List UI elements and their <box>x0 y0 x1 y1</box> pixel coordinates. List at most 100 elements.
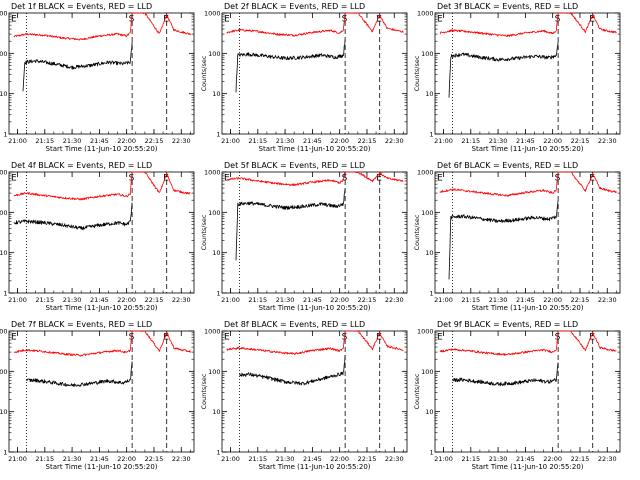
x-tick-label: 21:00 <box>434 137 453 145</box>
chart-panel: Det 4f BLACK = Events, RED = LLD 1 10 100 10… <box>0 161 195 312</box>
x-tick-label: 22:00 <box>330 455 349 463</box>
y-tick-label: 10 <box>425 90 433 98</box>
x-tick-label: 22:30 <box>172 455 191 463</box>
x-tick-label: 21:45 <box>516 137 535 145</box>
y-tick-label: 100 <box>208 50 220 58</box>
chart-panel: Det 5f BLACK = Events, RED = LLD 1 10 100 10… <box>200 161 408 312</box>
x-tick-label: 21:30 <box>276 455 295 463</box>
x-tick-label: 21:15 <box>461 296 480 304</box>
x-tick-label: 21:45 <box>516 296 535 304</box>
plot-frame <box>8 330 195 453</box>
y-tick-label: 1 <box>3 290 7 298</box>
chart-panel: Det 3f BLACK = Events, RED = LLD 1 10 100 10… <box>413 2 621 153</box>
event-marker-label: E <box>437 15 443 25</box>
y-tick-label: 100 <box>0 209 8 217</box>
event-marker-label: E <box>376 174 382 184</box>
plot-frame <box>434 12 621 135</box>
y-tick-label: 10 <box>212 408 220 416</box>
y-axis-label: Counts/sec <box>413 214 421 250</box>
y-tick-label: 100 <box>421 209 433 217</box>
y-tick-label: 1 <box>429 449 433 457</box>
series-line-lld <box>226 330 404 356</box>
x-axis-label: Start Time (11-Jun-10 20:55:20) <box>46 145 158 153</box>
x-tick-label: 21:15 <box>248 455 267 463</box>
x-tick-label: 21:00 <box>221 296 240 304</box>
y-tick-label: 1000 <box>204 10 221 18</box>
plot-frame <box>8 171 195 294</box>
plot-frame <box>8 12 195 135</box>
x-tick-label: 22:15 <box>571 137 590 145</box>
plot-frame <box>434 171 621 294</box>
y-tick-label: 100 <box>0 368 8 376</box>
y-tick-label: 100 <box>421 50 433 58</box>
event-marker-label: E <box>437 174 443 184</box>
x-tick-label: 21:15 <box>461 137 480 145</box>
y-tick-label: 100 <box>208 209 220 217</box>
x-tick-label: 21:00 <box>221 137 240 145</box>
chart-title: Det 4f BLACK = Events, RED = LLD <box>11 161 152 170</box>
x-axis-label: Start Time (11-Jun-10 20:55:20) <box>46 304 158 312</box>
x-tick-label: 22:15 <box>358 296 377 304</box>
series-line-events <box>448 200 559 280</box>
event-marker-label: E <box>376 15 382 25</box>
y-tick-label: 1 <box>216 290 220 298</box>
event-marker-label: E <box>163 15 169 25</box>
series-line-lld <box>439 171 617 197</box>
event-marker-label: E <box>589 15 595 25</box>
x-tick-label: 22:30 <box>172 296 191 304</box>
chart-panel: Det 8f BLACK = Events, RED = LLD 1 10 100 10… <box>200 320 408 471</box>
x-tick-label: 22:15 <box>145 137 164 145</box>
y-tick-label: 1000 <box>204 328 221 336</box>
y-tick-label: 10 <box>425 408 433 416</box>
x-tick-label: 22:30 <box>385 455 404 463</box>
chart-panel: Det 9f BLACK = Events, RED = LLD 1 10 100 10… <box>413 320 621 471</box>
plot-frame <box>221 330 408 453</box>
x-tick-label: 21:00 <box>8 296 27 304</box>
x-axis-label: Start Time (11-Jun-10 20:55:20) <box>472 463 584 471</box>
x-tick-label: 21:00 <box>434 296 453 304</box>
x-tick-label: 22:15 <box>358 455 377 463</box>
chart-panel: Det 2f BLACK = Events, RED = LLD 1 10 100 10… <box>200 2 408 153</box>
y-tick-label: 10 <box>212 90 220 98</box>
x-tick-label: 22:15 <box>571 455 590 463</box>
x-tick-label: 22:30 <box>385 137 404 145</box>
series-line-lld <box>226 12 404 37</box>
x-tick-label: 21:15 <box>35 455 54 463</box>
y-tick-label: 1000 <box>0 328 8 336</box>
x-tick-label: 21:00 <box>434 455 453 463</box>
plot-frame <box>434 330 621 453</box>
series-line-events <box>452 362 559 387</box>
y-axis-label: Counts/sec <box>413 55 421 91</box>
y-tick-label: 1000 <box>0 169 8 177</box>
event-marker-label: E <box>376 333 382 343</box>
series-line-lld <box>439 12 617 37</box>
x-tick-label: 22:30 <box>385 296 404 304</box>
x-tick-label: 22:30 <box>598 296 617 304</box>
event-marker-label: E <box>224 15 230 25</box>
x-tick-label: 21:30 <box>63 296 82 304</box>
y-axis-label: Counts/sec <box>200 373 208 409</box>
x-axis-label: Start Time (11-Jun-10 20:55:20) <box>46 463 158 471</box>
x-tick-label: 21:30 <box>489 137 508 145</box>
x-tick-label: 21:15 <box>248 137 267 145</box>
event-marker-label: E <box>163 174 169 184</box>
x-tick-label: 22:00 <box>117 455 136 463</box>
chart-panel: Det 1f BLACK = Events, RED = LLD 1 10 100 10… <box>0 2 195 153</box>
y-tick-label: 10 <box>0 249 8 257</box>
y-tick-label: 1000 <box>417 328 434 336</box>
x-tick-label: 21:45 <box>516 455 535 463</box>
series-line-events <box>239 354 346 386</box>
x-tick-label: 21:15 <box>461 455 480 463</box>
y-tick-label: 100 <box>208 368 220 376</box>
y-tick-label: 100 <box>0 50 8 58</box>
x-tick-label: 21:45 <box>303 296 322 304</box>
chart-panel: Det 6f BLACK = Events, RED = LLD 1 10 100 10… <box>413 161 621 312</box>
event-marker-label: E <box>11 15 17 25</box>
series-line-events <box>13 202 133 231</box>
event-marker-label: E <box>589 333 595 343</box>
chart-title: Det 3f BLACK = Events, RED = LLD <box>437 2 578 11</box>
event-marker-label: E <box>11 174 17 184</box>
series-line-events <box>235 39 346 93</box>
x-tick-label: 21:00 <box>8 455 27 463</box>
chart-panel: Det 7f BLACK = Events, RED = LLD 1 10 100 10… <box>0 320 195 471</box>
